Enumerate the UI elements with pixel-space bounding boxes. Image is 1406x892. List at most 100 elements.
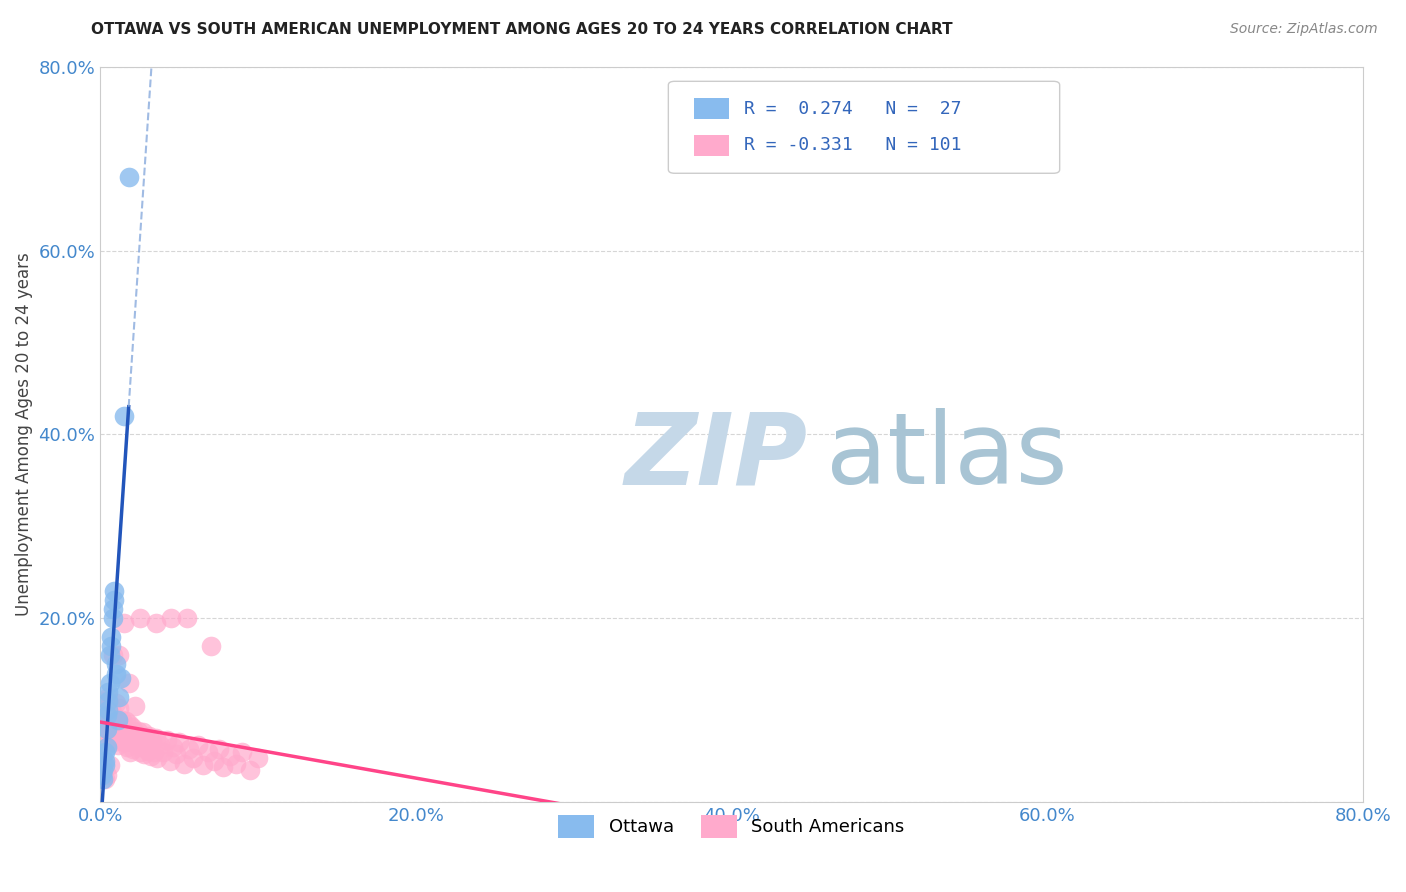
Point [101, 722, 124, 736]
Point [165, 747, 187, 762]
Point [111, 729, 134, 743]
Point [160, 611, 183, 625]
Text: R = -0.331   N = 101: R = -0.331 N = 101 [744, 136, 962, 154]
Point [94, 772, 117, 787]
Point [94, 745, 117, 759]
Point [101, 706, 124, 721]
Point [145, 615, 167, 630]
Point [135, 732, 157, 747]
Text: OTTAWA VS SOUTH AMERICAN UNEMPLOYMENT AMONG AGES 20 TO 24 YEARS CORRELATION CHAR: OTTAWA VS SOUTH AMERICAN UNEMPLOYMENT AM… [91, 22, 953, 37]
Point [115, 723, 138, 738]
Point [101, 735, 124, 749]
Point [96, 717, 118, 731]
Point [94, 758, 117, 772]
Point [212, 760, 235, 774]
Point [118, 717, 141, 731]
Point [107, 738, 129, 752]
Point [101, 602, 124, 616]
Point [105, 666, 128, 681]
Point [191, 758, 214, 772]
Point [93, 772, 115, 787]
Point [110, 718, 132, 732]
Point [176, 611, 198, 625]
Point [112, 735, 135, 749]
Point [128, 729, 150, 743]
FancyBboxPatch shape [668, 81, 1060, 173]
Point [94, 694, 117, 708]
Point [167, 735, 190, 749]
Point [139, 749, 162, 764]
Point [97, 685, 120, 699]
Point [96, 731, 118, 745]
Point [101, 611, 124, 625]
Point [90, 717, 112, 731]
Point [118, 169, 141, 184]
Point [155, 732, 177, 747]
Point [121, 720, 143, 734]
Point [105, 696, 128, 710]
Point [97, 726, 120, 740]
Point [146, 751, 169, 765]
Point [197, 745, 219, 759]
FancyBboxPatch shape [693, 98, 728, 119]
Point [100, 729, 122, 743]
Point [96, 707, 118, 722]
Y-axis label: Unemployment Among Ages 20 to 24 years: Unemployment Among Ages 20 to 24 years [15, 252, 32, 616]
Point [101, 648, 124, 662]
Point [173, 756, 195, 771]
Point [103, 716, 125, 731]
Point [97, 713, 120, 727]
Point [93, 713, 115, 727]
Point [100, 699, 122, 714]
Text: Source: ZipAtlas.com: Source: ZipAtlas.com [1230, 22, 1378, 37]
Point [94, 722, 117, 736]
Point [132, 725, 155, 739]
Point [96, 740, 118, 755]
Point [105, 657, 128, 672]
Point [103, 583, 125, 598]
FancyBboxPatch shape [693, 135, 728, 155]
Text: atlas: atlas [827, 408, 1067, 505]
Legend: Ottawa, South Americans: Ottawa, South Americans [551, 808, 912, 845]
Point [225, 756, 247, 771]
Point [152, 745, 174, 759]
Point [100, 630, 122, 644]
Point [115, 740, 138, 755]
Point [108, 690, 131, 704]
Point [121, 735, 143, 749]
Point [112, 720, 135, 734]
Point [96, 722, 118, 736]
Point [125, 738, 148, 752]
Point [112, 409, 135, 423]
Point [90, 707, 112, 722]
Point [111, 713, 134, 727]
Point [110, 671, 132, 685]
Point [149, 738, 172, 752]
Point [138, 729, 160, 743]
Point [93, 703, 115, 717]
Point [98, 705, 121, 719]
Text: ZIP: ZIP [624, 408, 807, 505]
Point [108, 648, 131, 662]
Point [105, 713, 128, 727]
Point [105, 726, 128, 740]
Point [98, 648, 121, 662]
Point [134, 747, 156, 762]
Point [239, 763, 262, 777]
Point [183, 751, 205, 765]
Point [100, 639, 122, 653]
Point [120, 745, 142, 759]
Point [94, 754, 117, 768]
Point [162, 740, 184, 755]
Point [128, 611, 150, 625]
Point [98, 758, 121, 772]
Point [177, 742, 200, 756]
Point [103, 731, 125, 745]
Point [127, 723, 149, 738]
Point [114, 714, 136, 729]
Point [98, 732, 121, 747]
Point [103, 593, 125, 607]
Point [202, 754, 225, 768]
Point [98, 675, 121, 690]
Point [131, 740, 153, 755]
